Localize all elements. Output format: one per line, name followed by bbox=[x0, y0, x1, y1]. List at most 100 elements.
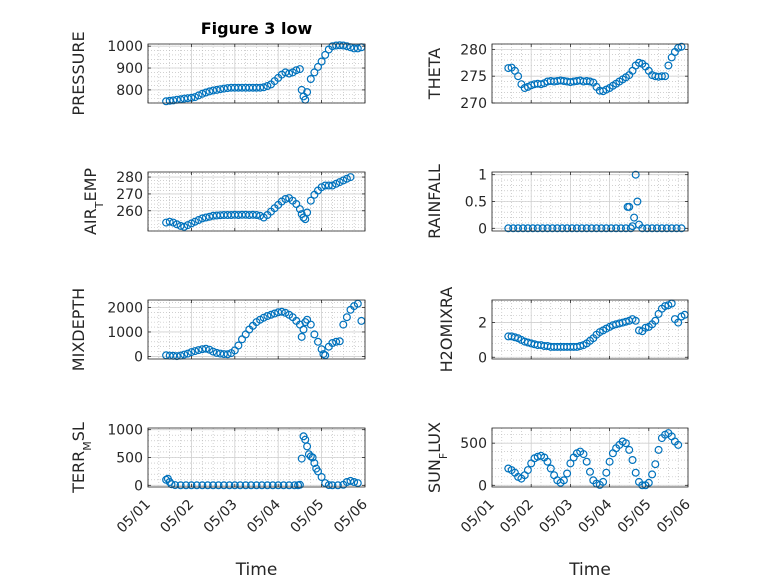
y-axis-label: SUNFLUX bbox=[425, 422, 450, 493]
data-point bbox=[201, 88, 210, 97]
y-tick-label: 900 bbox=[116, 61, 143, 77]
data-point bbox=[548, 224, 557, 233]
data-point bbox=[241, 481, 250, 490]
data-point bbox=[672, 224, 681, 233]
y-tick-label: 2000 bbox=[107, 300, 143, 316]
data-point bbox=[328, 181, 337, 190]
data-point bbox=[567, 224, 576, 233]
data-point bbox=[183, 349, 192, 358]
chart-title: Figure 3 low bbox=[201, 19, 313, 38]
axes-frame bbox=[147, 43, 366, 104]
data-point bbox=[664, 61, 673, 70]
data-point bbox=[332, 337, 341, 346]
data-point bbox=[205, 87, 214, 96]
data-point bbox=[504, 224, 513, 233]
data-point bbox=[625, 202, 634, 211]
data-point bbox=[285, 69, 294, 78]
data-points bbox=[162, 41, 366, 106]
data-point bbox=[172, 352, 181, 361]
y-axis-label: RAINFALL bbox=[425, 164, 444, 239]
data-point bbox=[314, 467, 323, 476]
data-point bbox=[518, 224, 527, 233]
data-point bbox=[290, 481, 299, 490]
data-point bbox=[209, 481, 218, 490]
data-point bbox=[165, 217, 174, 226]
y-axis-label: H2OMIXRA bbox=[437, 287, 456, 373]
data-point bbox=[621, 317, 630, 326]
data-point bbox=[263, 312, 272, 321]
data-point bbox=[306, 74, 315, 83]
data-point bbox=[310, 68, 319, 77]
data-point bbox=[303, 88, 312, 97]
data-point bbox=[270, 309, 279, 318]
axes-frame bbox=[491, 299, 689, 360]
data-point bbox=[339, 41, 348, 50]
data-point bbox=[333, 481, 342, 490]
data-point bbox=[303, 208, 312, 217]
data-points bbox=[504, 170, 686, 233]
data-point bbox=[538, 224, 547, 233]
data-point bbox=[172, 220, 181, 229]
y-tick-label: 2 bbox=[478, 316, 487, 332]
data-point bbox=[317, 473, 326, 482]
data-point bbox=[631, 170, 640, 179]
data-point bbox=[328, 42, 337, 51]
data-points bbox=[504, 429, 683, 490]
data-point bbox=[592, 224, 601, 233]
data-point bbox=[306, 320, 315, 329]
x-axis-label: Time bbox=[235, 560, 278, 580]
data-point bbox=[674, 318, 683, 327]
data-point bbox=[219, 350, 228, 359]
data-point bbox=[641, 323, 650, 332]
data-point bbox=[216, 85, 225, 94]
data-point bbox=[339, 320, 348, 329]
data-point bbox=[602, 468, 611, 477]
y-tick-label: 270 bbox=[116, 187, 143, 203]
subplot-rainfall: 0 0.5 1 RAINFALL bbox=[425, 164, 689, 239]
data-point bbox=[310, 330, 319, 339]
data-point bbox=[198, 89, 207, 98]
data-point bbox=[616, 224, 625, 233]
data-point bbox=[648, 470, 657, 479]
data-point bbox=[346, 173, 355, 182]
data-point bbox=[257, 481, 266, 490]
subplot-pressure: 800 900 1000 PRESSURE Figure 3 low bbox=[69, 19, 366, 116]
subplot-mixdepth: 0 1000 2000 MIXDEPTH bbox=[69, 288, 366, 371]
data-point bbox=[295, 480, 304, 489]
data-point bbox=[605, 457, 614, 466]
data-point bbox=[621, 439, 630, 448]
data-point bbox=[203, 481, 212, 490]
data-point bbox=[528, 224, 537, 233]
data-point bbox=[219, 481, 228, 490]
axes-frame bbox=[491, 43, 689, 104]
y-axis-label: AIRTEMP bbox=[81, 168, 106, 235]
data-point bbox=[236, 481, 245, 490]
data-point bbox=[342, 42, 351, 51]
y-tick-label: 1000 bbox=[107, 423, 143, 439]
data-point bbox=[504, 64, 513, 73]
data-point bbox=[585, 467, 594, 476]
data-point bbox=[201, 213, 210, 222]
data-point bbox=[171, 481, 180, 490]
data-point bbox=[297, 454, 306, 463]
data-point bbox=[652, 224, 661, 233]
data-point bbox=[579, 450, 588, 459]
data-point bbox=[214, 481, 223, 490]
data-points bbox=[162, 173, 355, 231]
data-point bbox=[328, 339, 337, 348]
axes-frame bbox=[147, 299, 366, 360]
y-tick-label: 0 bbox=[478, 478, 487, 494]
data-point bbox=[597, 224, 606, 233]
data-point bbox=[225, 481, 234, 490]
data-point bbox=[346, 476, 355, 485]
data-point bbox=[256, 83, 265, 92]
y-tick-label: 500 bbox=[116, 451, 143, 467]
y-tick-label: 800 bbox=[116, 83, 143, 99]
data-point bbox=[677, 42, 686, 51]
data-point bbox=[314, 337, 323, 346]
y-axis-label: PRESSURE bbox=[69, 31, 88, 115]
data-point bbox=[651, 460, 660, 469]
data-point bbox=[587, 224, 596, 233]
